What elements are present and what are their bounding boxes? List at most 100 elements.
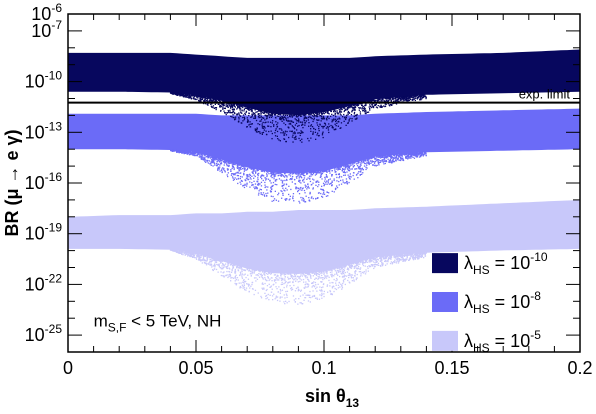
scatter-point bbox=[246, 268, 248, 270]
scatter-point bbox=[203, 259, 206, 262]
scatter-point bbox=[284, 276, 286, 278]
scatter-point bbox=[263, 175, 265, 177]
scatter-point bbox=[310, 296, 312, 299]
scatter-point bbox=[296, 187, 298, 189]
scatter-point bbox=[407, 156, 409, 158]
scatter-point bbox=[270, 126, 272, 128]
scatter-point bbox=[243, 116, 245, 118]
scatter-point bbox=[260, 295, 262, 298]
scatter-point bbox=[393, 255, 395, 258]
scatter-point bbox=[232, 267, 234, 269]
scatter-point bbox=[315, 284, 317, 286]
scatter-point bbox=[294, 290, 297, 292]
scatter-point bbox=[410, 96, 412, 98]
scatter-point bbox=[252, 113, 254, 115]
scatter-point bbox=[255, 171, 257, 173]
scatter-point bbox=[177, 150, 179, 152]
scatter-point bbox=[319, 294, 321, 296]
scatter-point bbox=[343, 168, 346, 170]
scatter-point bbox=[243, 269, 246, 271]
scatter-point bbox=[334, 171, 336, 173]
scatter-point bbox=[376, 164, 378, 166]
scatter-point bbox=[234, 106, 236, 108]
scatter-point bbox=[319, 289, 321, 291]
scatter-point bbox=[185, 253, 187, 255]
scatter-point bbox=[256, 127, 258, 129]
scatter-point bbox=[198, 255, 200, 258]
scatter-point bbox=[204, 255, 207, 258]
scatter-point bbox=[241, 271, 243, 273]
scatter-point bbox=[223, 271, 225, 273]
scatter-point bbox=[273, 293, 275, 295]
scatter-point bbox=[293, 279, 295, 281]
scatter-point bbox=[209, 259, 211, 261]
scatter-point bbox=[346, 108, 348, 110]
scatter-point bbox=[206, 97, 208, 99]
scatter-point bbox=[400, 157, 402, 159]
scatter-point bbox=[235, 279, 237, 281]
scatter-point bbox=[326, 118, 328, 120]
scatter-point bbox=[290, 114, 292, 116]
scatter-point bbox=[213, 157, 215, 159]
scatter-point bbox=[368, 259, 370, 262]
scatter-point bbox=[201, 96, 203, 98]
scatter-point bbox=[217, 103, 219, 105]
scatter-point bbox=[183, 95, 185, 97]
scatter-point bbox=[238, 169, 241, 171]
scatter-point bbox=[420, 255, 422, 257]
scatter-point bbox=[253, 170, 255, 172]
scatter-point bbox=[327, 180, 329, 182]
scatter-point bbox=[196, 253, 198, 255]
scatter-point bbox=[367, 159, 369, 162]
scatter-point bbox=[344, 165, 347, 167]
scatter-point bbox=[383, 157, 385, 160]
scatter-point bbox=[198, 253, 200, 256]
scatter-point bbox=[261, 112, 263, 114]
scatter-point bbox=[390, 261, 392, 263]
y-tick-exp: -19 bbox=[45, 221, 63, 235]
scatter-point bbox=[225, 161, 227, 164]
scatter-point bbox=[331, 269, 333, 271]
scatter-point bbox=[277, 200, 280, 202]
scatter-point bbox=[382, 99, 384, 101]
scatter-point bbox=[354, 265, 356, 268]
scatter-point bbox=[191, 252, 193, 254]
scatter-point bbox=[362, 169, 364, 171]
scatter-point bbox=[371, 161, 374, 163]
scatter-point bbox=[214, 266, 216, 268]
scatter-point bbox=[349, 107, 351, 109]
scatter-point bbox=[212, 156, 214, 159]
scatter-point bbox=[312, 188, 314, 190]
scatter-point bbox=[304, 116, 307, 118]
scatter-point bbox=[219, 159, 222, 161]
scatter-point bbox=[310, 275, 312, 277]
scatter-point bbox=[268, 272, 270, 274]
scatter-point bbox=[320, 172, 322, 174]
scatter-point bbox=[344, 166, 347, 169]
series-band-2 bbox=[68, 199, 580, 274]
scatter-point bbox=[291, 136, 294, 138]
scatter-point bbox=[294, 128, 296, 130]
scatter-point bbox=[212, 156, 215, 159]
scatter-point bbox=[315, 287, 317, 290]
scatter-point bbox=[312, 173, 314, 176]
scatter-point bbox=[228, 271, 231, 273]
scatter-point bbox=[174, 250, 176, 252]
scatter-point bbox=[318, 273, 320, 275]
scatter-point bbox=[257, 183, 259, 185]
scatter-point bbox=[171, 249, 173, 251]
scatter-point bbox=[318, 298, 321, 300]
scatter-point bbox=[261, 178, 263, 180]
scatter-point bbox=[268, 125, 270, 127]
scatter-point bbox=[408, 157, 410, 159]
scatter-point bbox=[407, 157, 410, 159]
scatter-point bbox=[336, 112, 339, 114]
scatter-point bbox=[269, 278, 271, 280]
scatter-point bbox=[385, 260, 387, 263]
scatter-point bbox=[229, 111, 231, 113]
scatter-point bbox=[345, 166, 348, 168]
scatter-point bbox=[398, 97, 401, 99]
scatter-point bbox=[187, 96, 189, 98]
scatter-point bbox=[339, 175, 341, 178]
scatter-point bbox=[328, 123, 330, 125]
